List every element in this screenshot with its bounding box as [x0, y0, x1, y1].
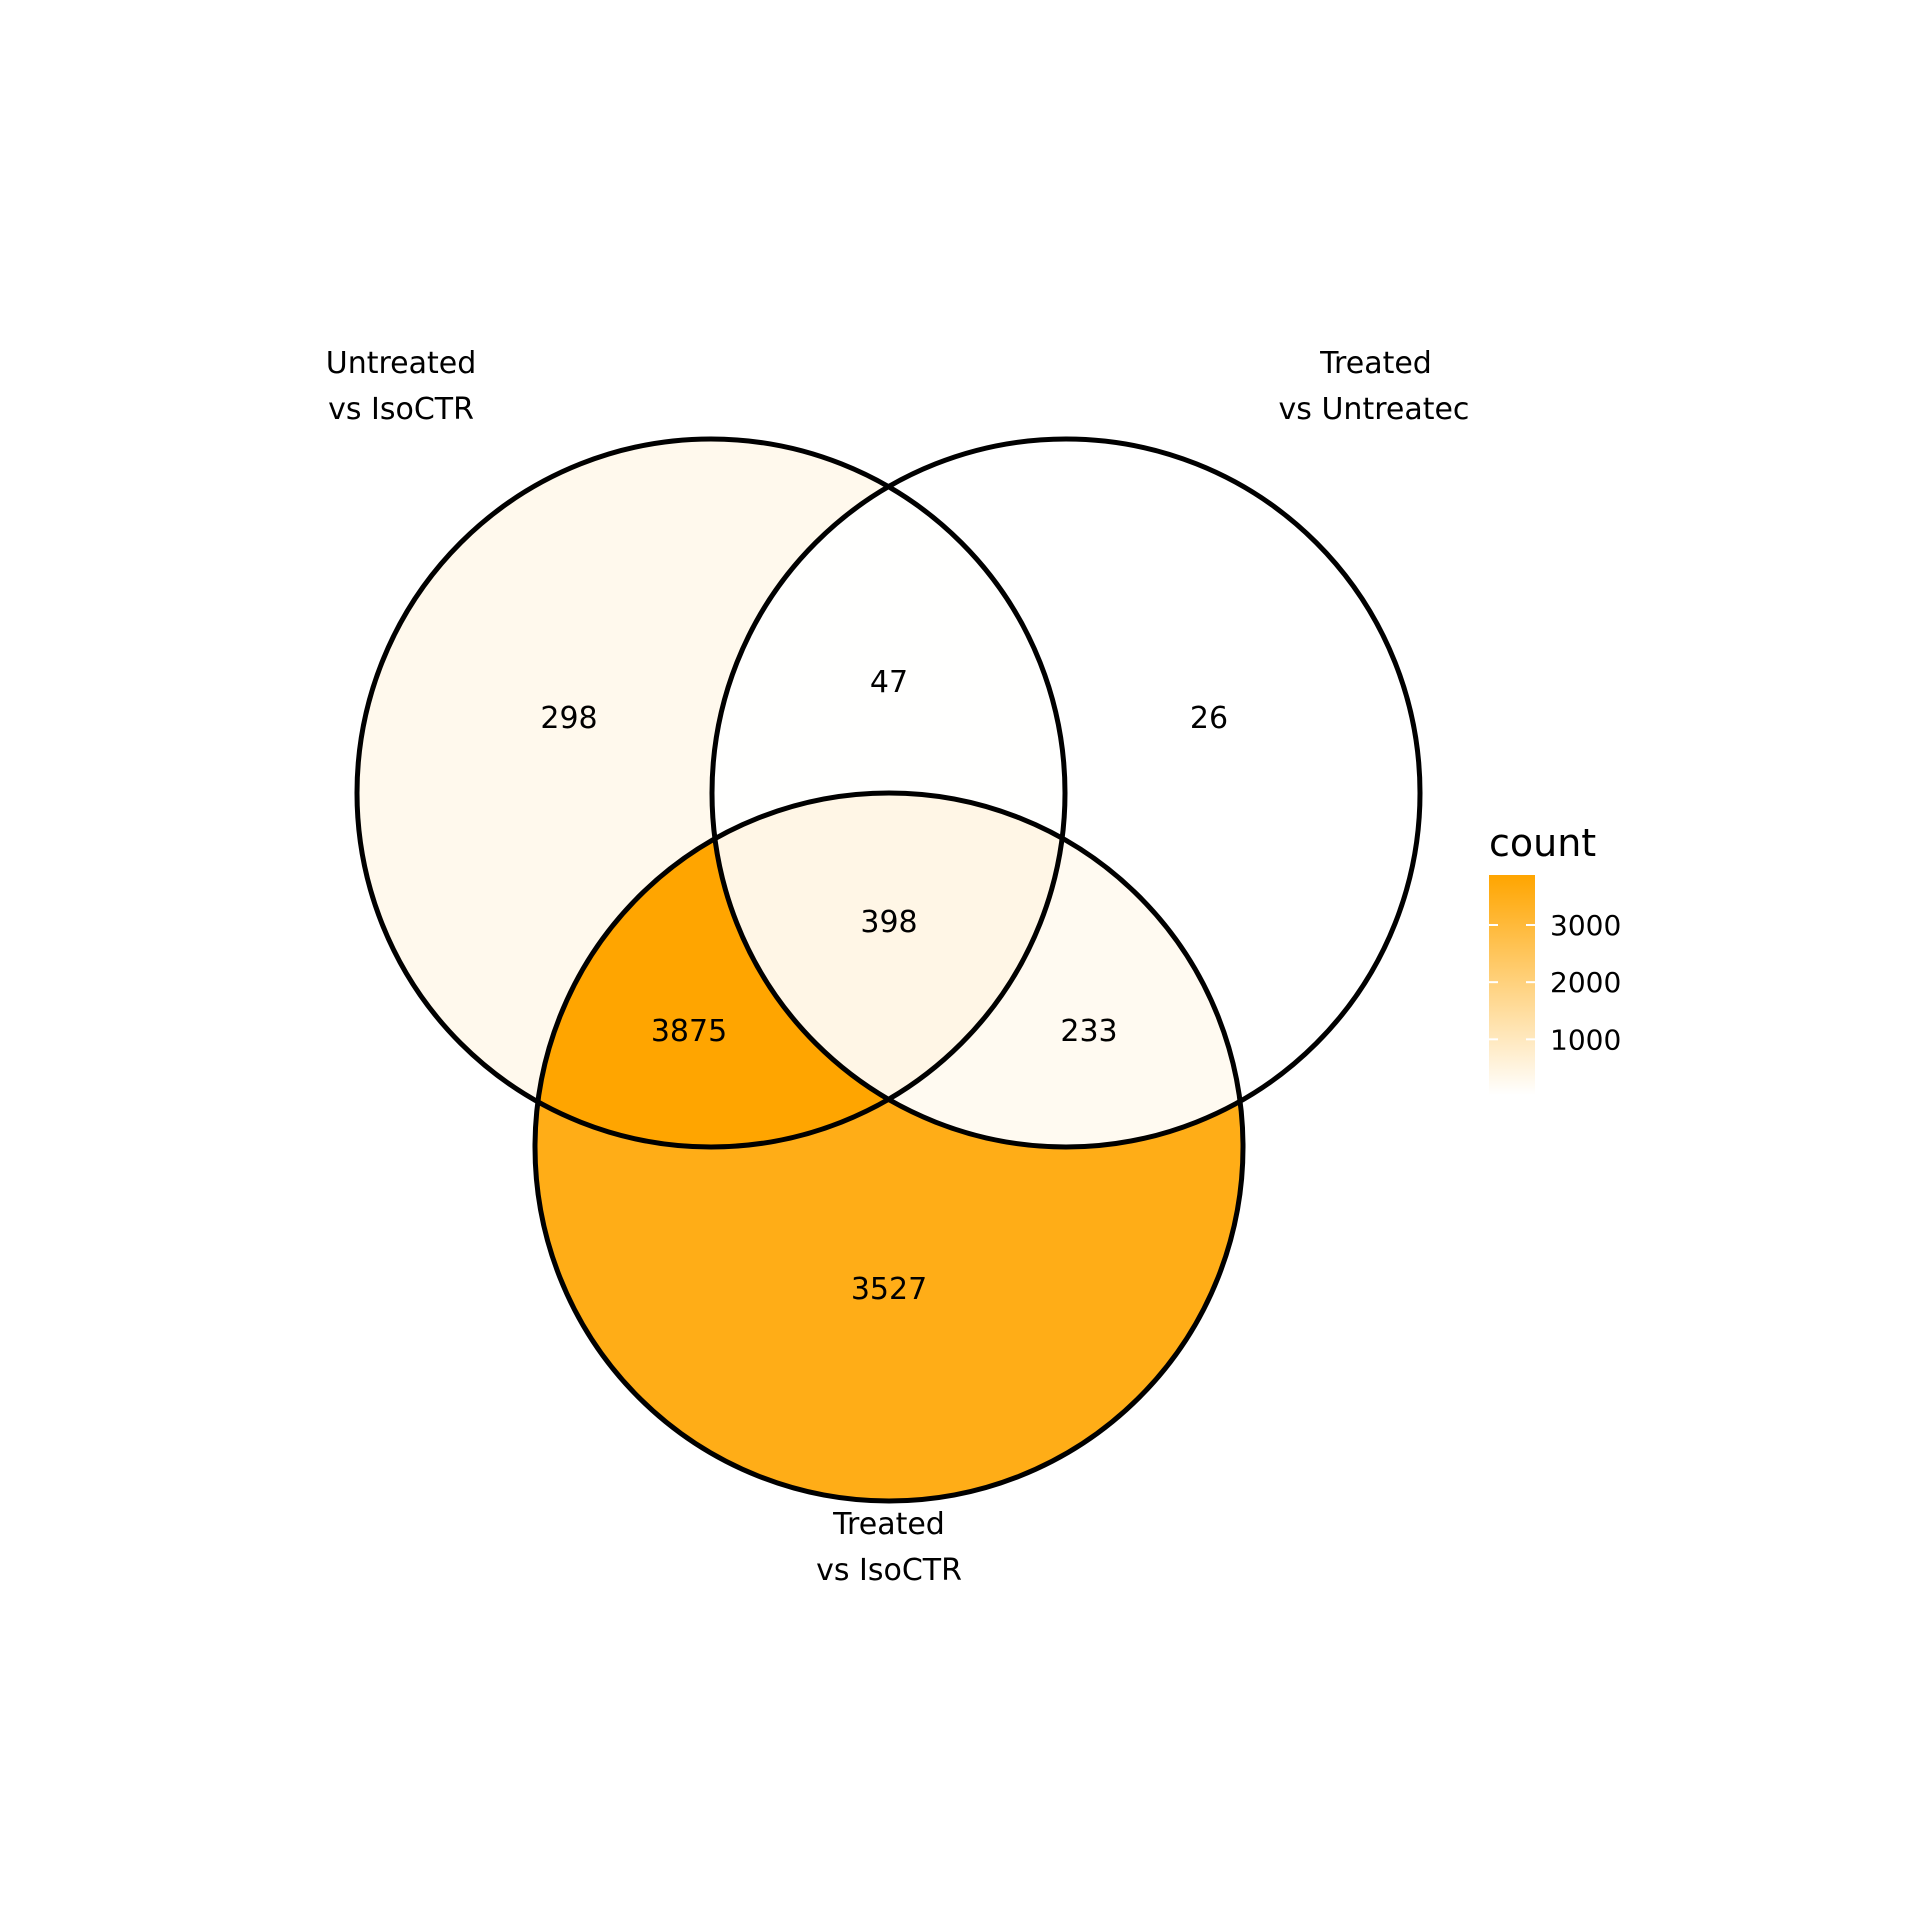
set-a-outline [354, 436, 1068, 1150]
count-b-c: 233 [1060, 1014, 1117, 1049]
set-b-label-line1: Treated [1319, 346, 1432, 381]
legend-tick-label: 2000 [1550, 966, 1621, 999]
set-c-label-line2: vs IsoCTR [816, 1553, 962, 1588]
set-labels: Untreated vs IsoCTR Treated vs Untreatec… [326, 346, 1470, 1588]
region-counts: 298 47 26 398 3875 233 3527 [540, 665, 1228, 1307]
legend: count 1000 2000 3000 [1489, 821, 1621, 1095]
legend-title: count [1489, 821, 1596, 865]
set-c-outline [532, 790, 1246, 1504]
count-a-b: 47 [870, 665, 908, 700]
set-b-outline [709, 436, 1423, 1150]
count-a-only: 298 [540, 701, 597, 736]
count-a-b-c: 398 [860, 905, 917, 940]
set-b-label-line2: vs Untreatec [1279, 392, 1470, 427]
legend-colorbar [1489, 875, 1535, 1095]
legend-tick-label: 1000 [1550, 1023, 1621, 1056]
count-c-only: 3527 [851, 1272, 927, 1307]
legend-ticks: 1000 2000 3000 [1489, 909, 1621, 1056]
region-fills [357, 439, 1420, 1501]
count-a-c: 3875 [651, 1014, 727, 1049]
count-b-only: 26 [1190, 701, 1228, 736]
set-a-label-line1: Untreated [326, 346, 477, 381]
set-outlines [354, 436, 1423, 1504]
set-a-label-line2: vs IsoCTR [328, 392, 474, 427]
region-c-only [535, 793, 1243, 1501]
legend-tick-label: 3000 [1550, 909, 1621, 942]
set-c-label-line1: Treated [832, 1507, 945, 1542]
